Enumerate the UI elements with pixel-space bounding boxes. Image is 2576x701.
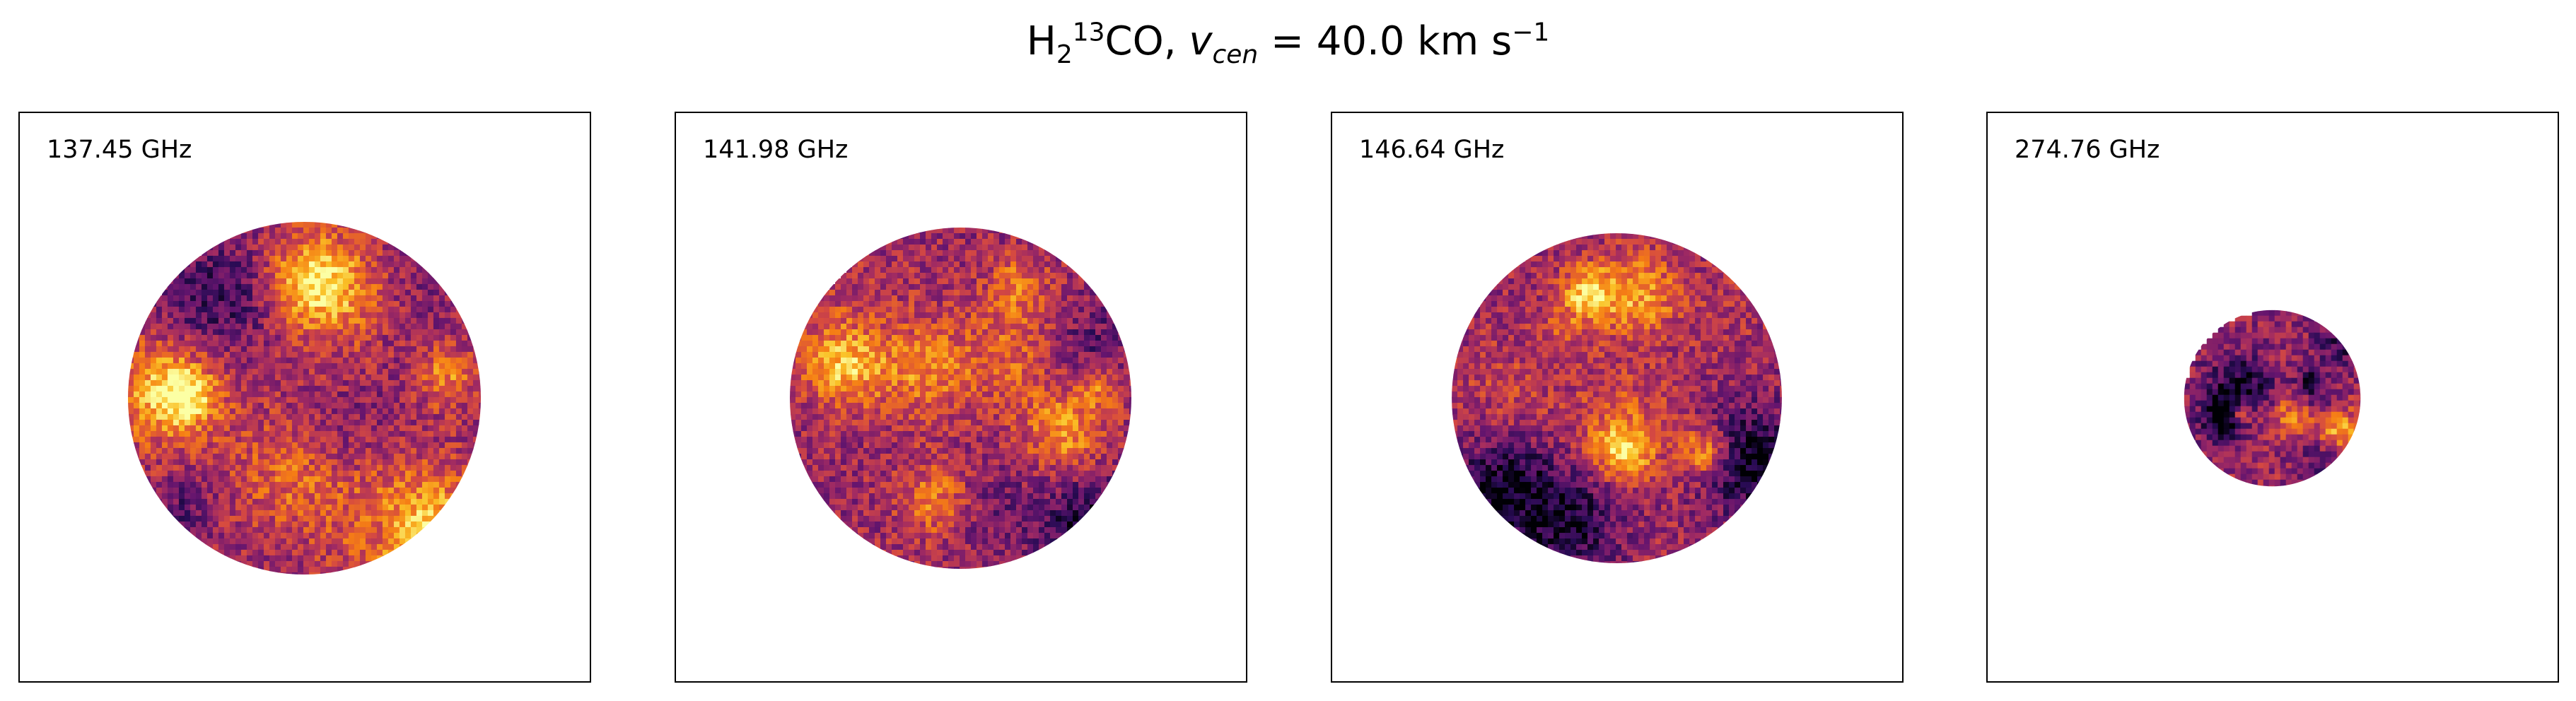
intensity-map (2184, 310, 2361, 487)
panel-1-map (127, 221, 482, 575)
panel-1-frequency-label: 137.45 GHz (47, 136, 192, 164)
panel-4-frequency-label: 274.76 GHz (2015, 136, 2160, 164)
title-unit-superscript: −1 (1512, 18, 1550, 47)
panel-3-frequency-label: 146.64 GHz (1359, 136, 1505, 164)
title-isotope-superscript: 13 (1072, 18, 1105, 47)
panel-1: 137.45 GHz (18, 112, 591, 683)
title-velocity-symbol: v (1189, 18, 1213, 64)
panel-2-map (790, 228, 1131, 569)
figure-title: H213CO, vcen = 40.0 km s−1 (0, 10, 2576, 73)
panel-4: 274.76 GHz (1986, 112, 2559, 683)
panel-2-frequency-label: 141.98 GHz (703, 136, 849, 164)
panel-3: 146.64 GHz (1331, 112, 1904, 683)
intensity-map (127, 221, 482, 575)
title-molecule: H (1026, 18, 1056, 64)
title-velocity-value: = 40.0 km s (1258, 18, 1513, 64)
title-molecule-subscript: 2 (1056, 40, 1073, 70)
panel-2: 141.98 GHz (675, 112, 1247, 683)
intensity-map (1452, 233, 1782, 563)
title-molecule-rest: CO, (1105, 18, 1189, 64)
panel-3-map (1452, 233, 1782, 563)
intensity-map (790, 228, 1131, 569)
panel-4-map (2184, 310, 2361, 487)
title-velocity-subscript: cen (1212, 40, 1259, 70)
